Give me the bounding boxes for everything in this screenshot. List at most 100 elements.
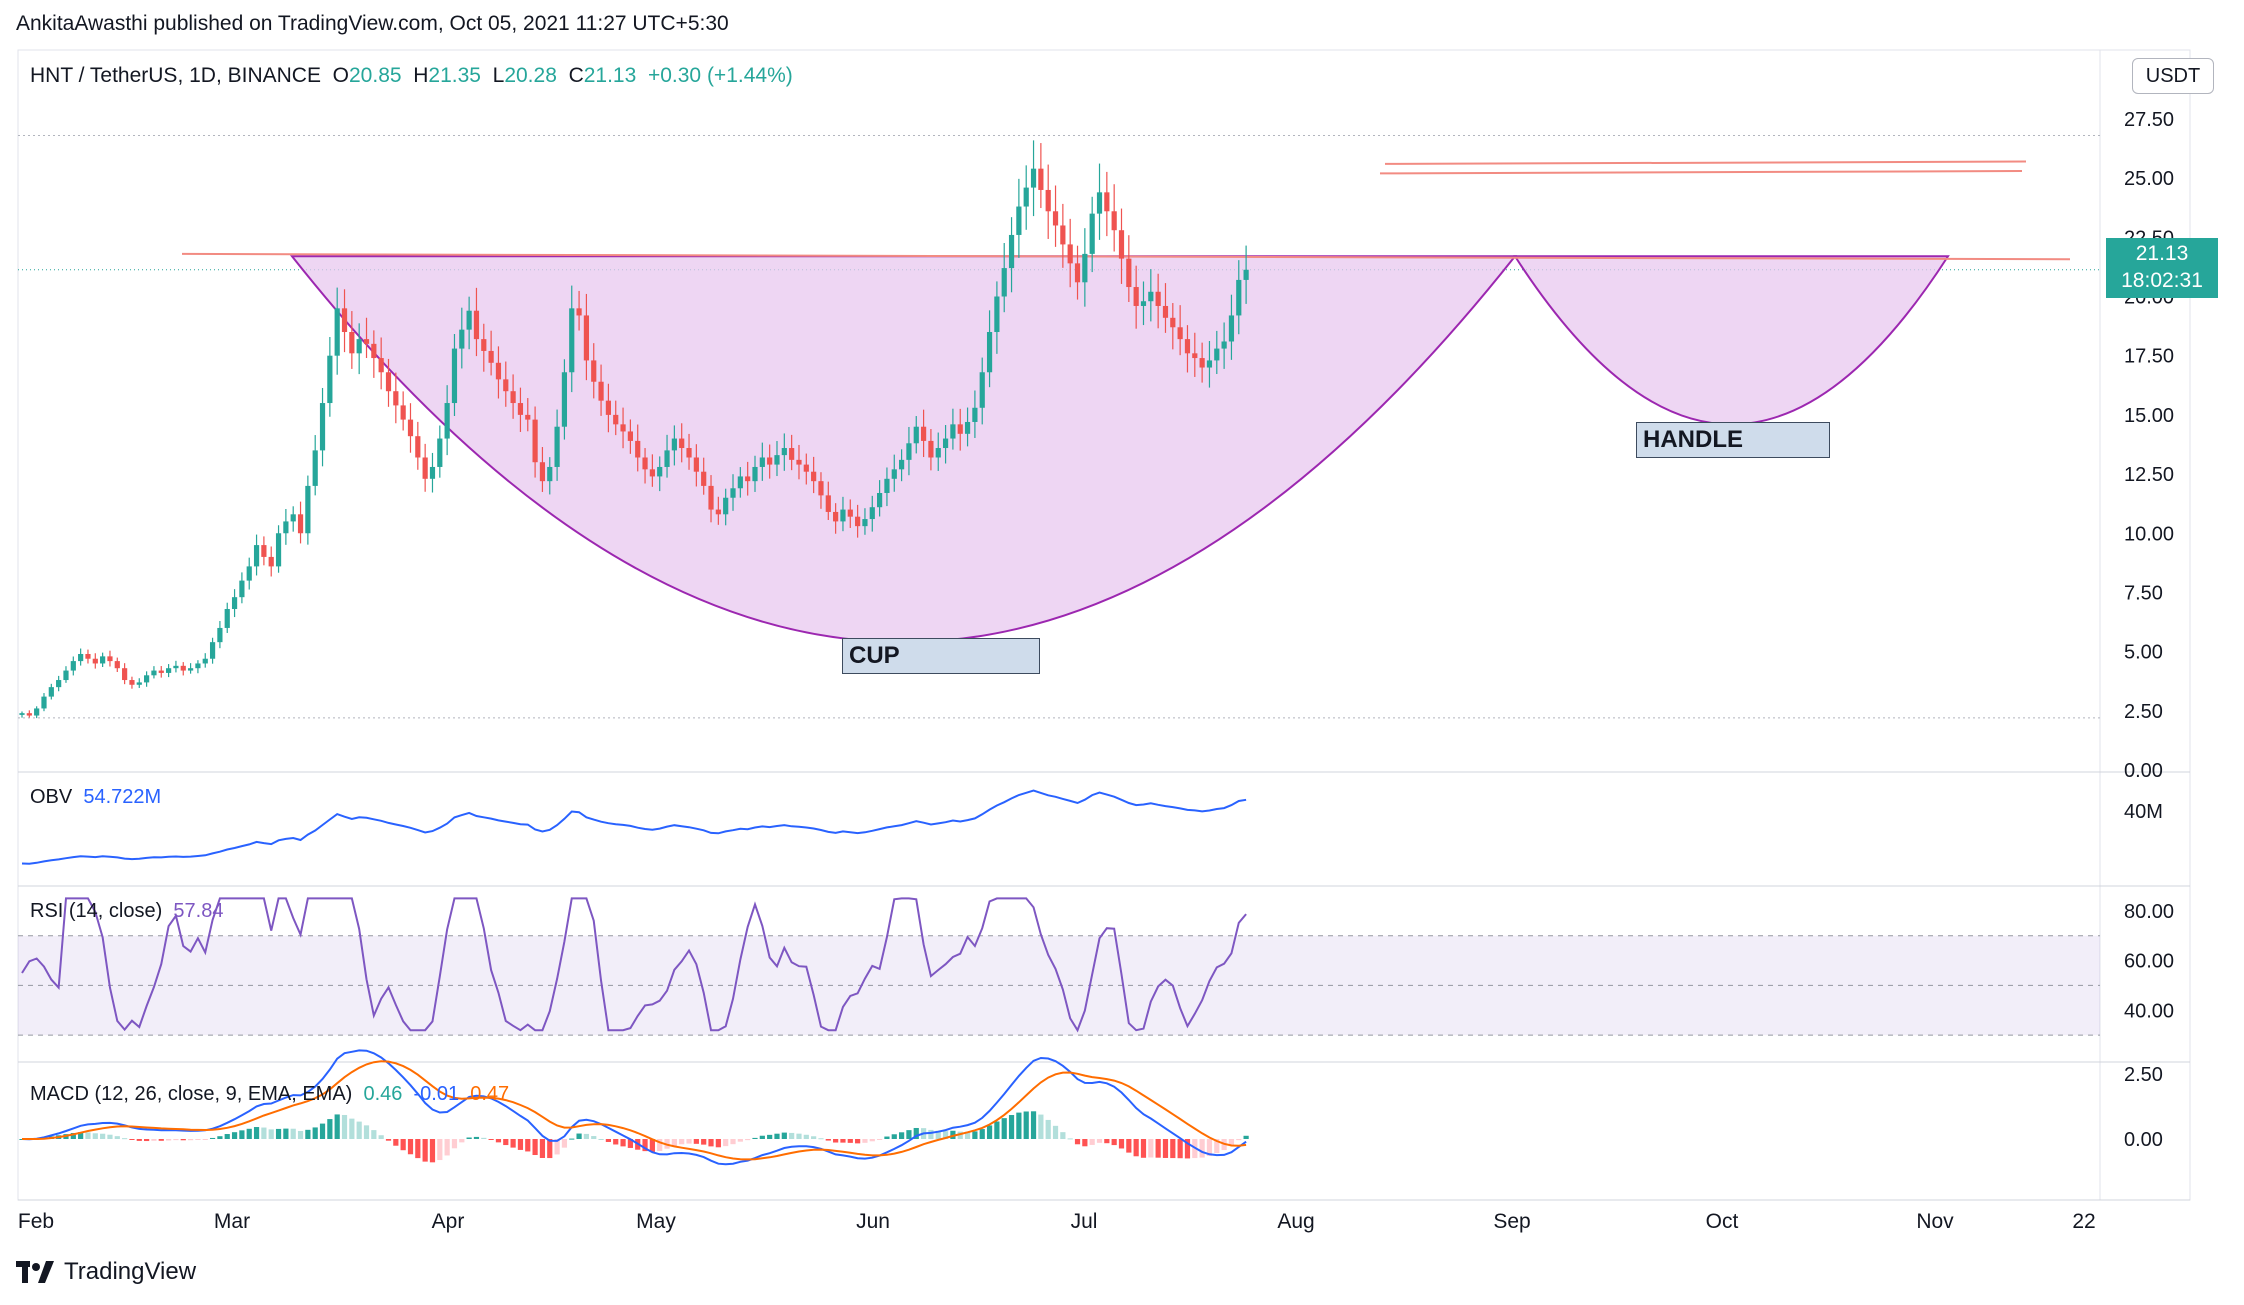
macd-hist-128 [957, 1131, 963, 1139]
candle-body-102 [767, 457, 773, 465]
macd-hist-87 [657, 1139, 663, 1152]
cup-annotation[interactable]: CUP [842, 638, 1040, 674]
candle-body-28 [224, 609, 230, 628]
candle-body-8 [78, 653, 84, 662]
candle-body-136 [1016, 206, 1022, 235]
macd-hist-47 [363, 1125, 370, 1139]
macd-hist-53 [407, 1139, 414, 1155]
price-tick-6: 12.50 [2124, 464, 2174, 486]
candle-body-59 [451, 348, 458, 404]
macd-hist-62 [473, 1136, 480, 1139]
candle-body-112 [840, 509, 846, 522]
candle-body-142 [1060, 225, 1066, 245]
candle-body-82 [620, 424, 626, 432]
candle-body-23 [187, 668, 194, 671]
candle-body-157 [1170, 317, 1176, 328]
candle-body-71 [539, 462, 546, 482]
candle-body-132 [986, 332, 993, 373]
candle-body-83 [627, 431, 633, 441]
candle-body-127 [950, 424, 956, 439]
macd-hist-20 [166, 1139, 172, 1141]
macd-hist-66 [503, 1139, 509, 1146]
candle-body-89 [671, 438, 677, 451]
price-tick-8: 7.50 [2124, 582, 2163, 604]
macd-hist-154 [1148, 1139, 1154, 1158]
macd-hist-23 [187, 1139, 194, 1141]
candle-body-78 [591, 360, 597, 382]
candle-body-51 [393, 391, 399, 406]
macd-hist-137 [1023, 1111, 1029, 1139]
macd-hist-134 [1001, 1118, 1007, 1139]
macd-hist-74 [561, 1139, 568, 1148]
macd-hist-17 [144, 1139, 150, 1142]
candle-body-165 [1228, 315, 1235, 342]
handle-shape [1513, 255, 1950, 426]
candle-body-33 [261, 545, 267, 557]
candle-body-1 [26, 713, 32, 716]
macd-hist-147 [1096, 1139, 1103, 1143]
candle-body-144 [1074, 263, 1081, 283]
macd-hist-73 [554, 1139, 560, 1155]
candle-body-27 [217, 627, 223, 643]
candle-body-47 [363, 339, 370, 344]
candle-body-20 [166, 668, 172, 673]
candle-body-16 [136, 682, 142, 685]
candle-body-37 [290, 514, 296, 522]
candle-body-101 [759, 457, 765, 467]
macd-hist-136 [1016, 1112, 1022, 1139]
macd-hist-80 [605, 1139, 611, 1142]
handle-annotation[interactable]: HANDLE [1636, 422, 1830, 458]
macd-hist-97 [730, 1139, 736, 1145]
macd-hist-141 [1052, 1125, 1059, 1139]
rsi-tick-0: 80.00 [2124, 901, 2174, 923]
candle-body-4 [48, 687, 54, 697]
currency-badge[interactable]: USDT [2132, 58, 2214, 94]
tradingview-logo-icon [16, 1259, 56, 1285]
candle-body-3 [41, 696, 47, 709]
candle-body-145 [1082, 253, 1088, 283]
candle-body-111 [833, 511, 839, 522]
candle-body-113 [847, 509, 853, 517]
macd-signal-line [22, 1060, 1247, 1161]
macd-hist-149 [1111, 1139, 1117, 1146]
candle-body-56 [429, 466, 436, 479]
candle-body-156 [1162, 305, 1169, 318]
macd-hist-156 [1162, 1139, 1169, 1158]
rsi-value: 57.84 [173, 900, 224, 922]
macd-hist-81 [613, 1139, 619, 1145]
candle-body-154 [1148, 291, 1154, 302]
candle-body-17 [144, 675, 150, 683]
symbol-name: HNT / TetherUS, 1D, BINANCE [30, 64, 321, 87]
obv-label: OBV [30, 786, 73, 808]
candle-body-77 [583, 315, 590, 361]
macd-hist-113 [847, 1139, 853, 1143]
macd-hist-21 [173, 1139, 179, 1141]
macd-hist-111 [833, 1139, 839, 1143]
tradingview-logo[interactable]: TradingView [16, 1258, 196, 1286]
macd-hist-110 [825, 1139, 831, 1141]
candle-body-107 [803, 464, 809, 472]
macd-hist-129 [964, 1131, 971, 1139]
candle-body-74 [561, 372, 568, 427]
macd-hist-131 [979, 1129, 985, 1139]
candle-body-76 [576, 308, 582, 316]
macd-hist-152 [1133, 1139, 1139, 1157]
candle-body-159 [1184, 339, 1191, 354]
candle-body-104 [781, 448, 787, 456]
candle-body-63 [481, 339, 487, 351]
time-label-may: May [636, 1210, 676, 1233]
macd-hist-42 [327, 1119, 333, 1139]
candle-body-166 [1236, 279, 1242, 316]
candle-body-12 [107, 656, 113, 662]
macd-hist-165 [1228, 1139, 1235, 1146]
candle-body-86 [649, 469, 655, 477]
candle-body-90 [679, 438, 685, 449]
macd-hist-8 [78, 1132, 84, 1139]
time-label-oct: Oct [1706, 1210, 1739, 1233]
candle-body-26 [209, 642, 216, 659]
candle-body-151 [1126, 258, 1132, 288]
macd-hist-107 [803, 1134, 809, 1139]
candle-body-62 [473, 310, 480, 340]
candle-body-152 [1133, 287, 1139, 306]
